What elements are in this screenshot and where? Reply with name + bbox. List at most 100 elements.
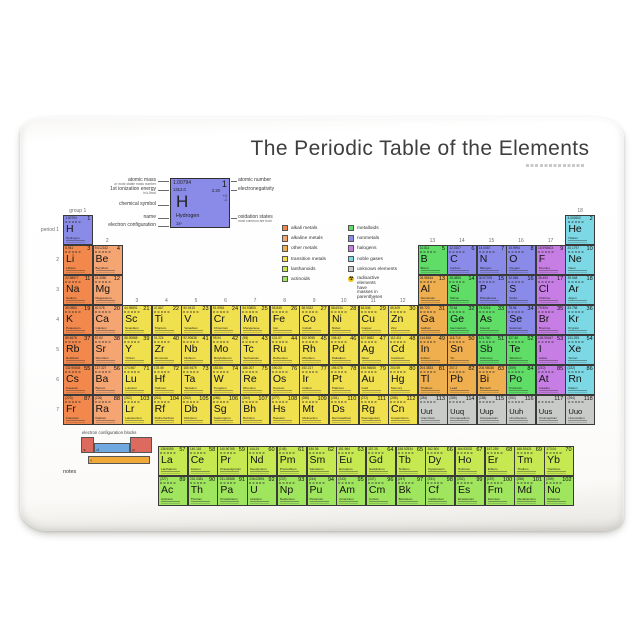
callout-label-ionization-energy: 1st ionization energy in kJ/mol [110, 186, 156, 195]
micro-data-smudge [272, 341, 290, 343]
electron-config-smudge [509, 389, 529, 394]
micro-data-smudge [124, 311, 142, 313]
atomic-number: 21 [143, 306, 150, 313]
element-symbol: Md [517, 483, 532, 496]
micro-data-smudge [449, 311, 467, 313]
element-name: Fermium [487, 496, 500, 501]
atomic-number: 93 [298, 477, 305, 484]
electron-config-smudge [450, 269, 470, 274]
element-name: Sulfur [509, 295, 518, 300]
atomic-mass: 69.723 [419, 306, 430, 311]
atomic-number: 23 [202, 306, 209, 313]
electron-config-smudge [479, 359, 499, 364]
element-name: Tellurium [509, 355, 522, 360]
element-symbol: Cn [391, 402, 405, 415]
element-name: Polonium [509, 385, 523, 390]
element-cell-ag: 107.8682 47 Ag Silver [358, 335, 389, 366]
element-symbol: Pr [220, 453, 231, 466]
element-name: Cerium [190, 466, 201, 471]
micro-data-smudge [567, 311, 585, 313]
element-symbol: Gd [368, 453, 383, 466]
element-name: Technetium [243, 355, 260, 360]
page-title: The Periodic Table of the Elements [250, 137, 590, 160]
element-symbol: Mo [213, 342, 229, 355]
element-symbol: K [66, 312, 74, 325]
atomic-mass: 114.818 [419, 336, 432, 341]
element-symbol: Y [125, 342, 133, 355]
electron-config-smudge [250, 470, 270, 475]
element-cell-cr: 51.9961 24 Cr Chromium [210, 305, 241, 336]
micro-data-smudge [486, 452, 504, 454]
micro-data-smudge [449, 341, 467, 343]
atomic-number: 111 [377, 396, 386, 403]
element-name: Gold [361, 385, 369, 390]
element-cell-ba: 137.327 56 Ba Barium [92, 365, 123, 396]
micro-data-smudge [189, 452, 207, 454]
element-symbol: Ti [154, 312, 163, 325]
electron-config-smudge [184, 419, 204, 424]
element-name: Chlorine [538, 295, 551, 300]
element-symbol: Cs [66, 372, 79, 385]
atomic-mass: 78.96 [508, 306, 517, 311]
element-name: Rhenium [243, 385, 256, 390]
atomic-number: 40 [172, 336, 180, 343]
callout-label-oxidation-states: oxidation states most common are bold [238, 214, 273, 223]
atomic-mass: 101.07 [272, 336, 282, 341]
atomic-number: 105 [199, 396, 209, 403]
element-symbol: Ga [420, 312, 435, 325]
element-symbol: Mg [95, 282, 111, 295]
micro-data-smudge [331, 341, 349, 343]
atomic-number: 68 [506, 447, 513, 454]
atomic-number: 33 [497, 306, 505, 313]
atomic-number: 60 [268, 447, 275, 454]
electron-config-smudge [243, 359, 263, 364]
element-name: Yttrium [125, 355, 135, 360]
atomic-mass: 58.9332 [301, 306, 314, 311]
micro-data-smudge [301, 311, 319, 313]
micro-data-smudge [249, 482, 267, 484]
micro-data-smudge [419, 371, 437, 373]
period-label-1: period 1 [40, 226, 59, 233]
element-name: Gadolinium [368, 466, 385, 471]
element-name: Barium [95, 385, 106, 390]
micro-data-smudge [419, 281, 437, 283]
micro-data-smudge [449, 251, 467, 253]
micro-data-smudge [508, 401, 526, 403]
atomic-mass: 24.3050 [94, 276, 107, 281]
element-cell-si: 28.0855 14 Si Silicon [447, 275, 478, 306]
element-name: Antimony [479, 355, 493, 360]
element-cell-y: 88.90585 39 Y Yttrium [122, 335, 153, 366]
atomic-mass: 47.867 [153, 306, 164, 311]
electron-config-smudge [420, 269, 440, 274]
micro-data-smudge [124, 371, 142, 373]
atomic-number: 16 [527, 276, 534, 283]
element-symbol: Uuo [568, 407, 583, 416]
atomic-number: 20 [113, 306, 120, 313]
element-symbol: Mn [243, 312, 258, 325]
element-cell-th: 232.0381 90 Th Thorium [187, 476, 218, 507]
micro-data-smudge [419, 251, 437, 253]
atomic-number: 54 [586, 336, 593, 343]
micro-data-smudge [419, 401, 437, 403]
element-symbol: Db [184, 402, 198, 415]
element-symbol: Sb [479, 342, 493, 355]
electron-config-smudge [391, 389, 411, 394]
atomic-mass: (262) [124, 396, 132, 401]
element-symbol: Bk [398, 483, 411, 496]
element-name: Meitnerium [302, 415, 318, 420]
micro-data-smudge [212, 311, 230, 313]
atomic-number: 28 [350, 306, 357, 313]
element-symbol: Ac [161, 483, 174, 496]
electron-config-smudge [272, 329, 292, 334]
element-name: Fluorine [538, 265, 550, 270]
electron-config-smudge [391, 329, 411, 334]
element-name: Neodymium [250, 466, 267, 471]
electron-config-smudge [538, 389, 558, 394]
atomic-mass: (244) [308, 477, 317, 482]
element-symbol: La [161, 453, 173, 466]
electron-config-smudge [547, 470, 567, 475]
atomic-mass: 144.24 [249, 447, 260, 452]
atomic-number: 74 [231, 366, 239, 373]
element-symbol: Dy [428, 453, 442, 466]
element-name: Uranium [250, 496, 262, 501]
